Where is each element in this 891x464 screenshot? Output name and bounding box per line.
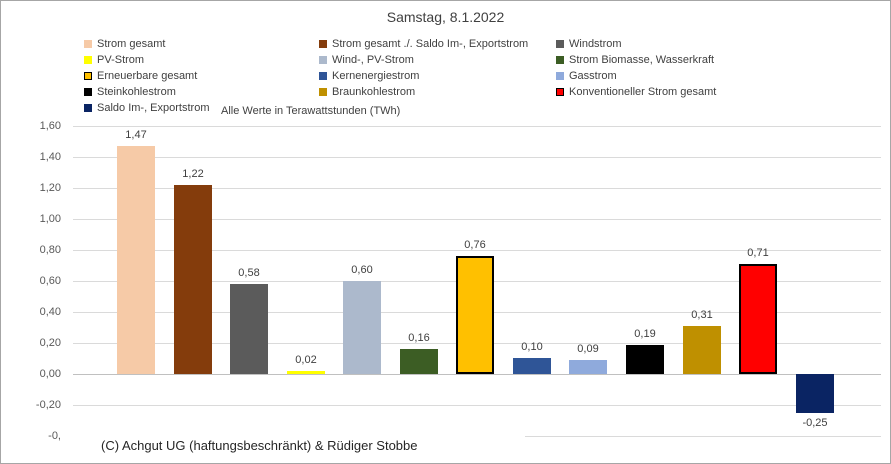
legend-item-konventioneller-strom-gesamt: Konventioneller Strom gesamt: [556, 84, 716, 100]
legend-swatch: [84, 104, 92, 112]
legend-item-label: Strom gesamt ./. Saldo Im-, Exportstrom: [332, 38, 529, 50]
bar-value-label: 1,22: [182, 168, 204, 180]
legend-swatch: [319, 40, 327, 48]
legend-item-label: Braunkohlestrom: [332, 86, 416, 98]
legend-item-label: Strom gesamt: [97, 38, 166, 50]
legend-item-steinkohlestrom: Steinkohlestrom: [84, 84, 209, 100]
bar-value-label: 0,31: [691, 309, 713, 321]
legend-swatch: [84, 40, 92, 48]
legend-item-label: Steinkohlestrom: [97, 86, 176, 98]
y-axis-tick-label: -0,: [48, 430, 61, 442]
bar-kernenergiestrom: [513, 358, 551, 374]
y-axis-tick-label: 0,40: [39, 306, 61, 318]
legend-column: Windstrom Strom Biomasse, Wasserkraft Gass…: [556, 36, 716, 100]
legend-item-label: Erneuerbare gesamt: [97, 70, 198, 82]
bar-value-label: 1,47: [125, 129, 147, 141]
gridline: [73, 157, 881, 158]
bar-value-label: 0,71: [747, 247, 769, 259]
y-axis-tick-label: 1,60: [39, 120, 61, 132]
units-note: Alle Werte in Terawattstunden (TWh): [221, 105, 401, 117]
legend-item-label: Strom Biomasse, Wasserkraft: [569, 54, 715, 66]
legend-swatch: [319, 88, 327, 96]
legend-item-strom-gesamt: Strom gesamt: [84, 36, 209, 52]
bar-konventioneller-strom-gesamt: [739, 264, 777, 374]
legend-swatch: [84, 56, 92, 64]
bar-value-label: 0,16: [408, 332, 430, 344]
legend-item-pv-strom: PV-Strom: [84, 52, 209, 68]
gridline: [73, 405, 881, 406]
legend-item-label: Windstrom: [569, 38, 622, 50]
bar-braunkohlestrom: [683, 326, 721, 374]
y-axis-tick-label: 1,20: [39, 182, 61, 194]
bar-value-label: 0,10: [521, 341, 543, 353]
bar-strom-gesamt: [117, 146, 155, 374]
y-axis-tick-label: 0,20: [39, 337, 61, 349]
legend-item-wind-pv-strom: Wind-, PV-Strom: [319, 52, 528, 68]
legend-column: Strom gesamt ./. Saldo Im-, Exportstrom W…: [319, 36, 528, 100]
legend-item-label: Konventioneller Strom gesamt: [569, 86, 717, 98]
legend-item-braunkohlestrom: Braunkohlestrom: [319, 84, 528, 100]
y-axis-tick-label: 1,40: [39, 151, 61, 163]
legend-swatch: [556, 56, 564, 64]
legend-item-erneuerbare-gesamt: Erneuerbare gesamt: [84, 68, 209, 84]
bar-pv-strom: [287, 371, 325, 374]
legend-swatch: [84, 88, 92, 96]
legend-swatch: [319, 72, 327, 80]
bar-value-label: 0,58: [238, 267, 260, 279]
legend-column: Strom gesamt PV-Strom Erneuerbare gesamt St…: [84, 36, 209, 116]
bar-windstrom: [230, 284, 268, 374]
bar-value-label: 0,09: [577, 343, 599, 355]
legend-item-saldo-im-exportstrom: Saldo Im-, Exportstrom: [84, 100, 209, 116]
y-axis-tick-label: 0,00: [39, 368, 61, 380]
y-axis-tick-label: -0,20: [35, 399, 61, 411]
legend-item-label: PV-Strom: [97, 54, 145, 66]
legend-item-gasstrom: Gasstrom: [556, 68, 716, 84]
gridline: [73, 126, 881, 127]
bar-value-label: 0,19: [634, 328, 656, 340]
legend-item-label: Kernenergiestrom: [332, 70, 420, 82]
legend-item-strom-biomasse-wasserkraft: Strom Biomasse, Wasserkraft: [556, 52, 716, 68]
legend-swatch: [319, 56, 327, 64]
legend-item-kernenergiestrom: Kernenergiestrom: [319, 68, 528, 84]
legend-item-strom-gesamt-saldo-im-exportstrom: Strom gesamt ./. Saldo Im-, Exportstrom: [319, 36, 528, 52]
legend-item-windstrom: Windstrom: [556, 36, 716, 52]
y-axis-tick-label: 1,00: [39, 213, 61, 225]
bar-value-label: 0,02: [295, 354, 317, 366]
legend-item-label: Wind-, PV-Strom: [332, 54, 414, 66]
bar-value-label: -0,25: [802, 417, 828, 429]
bar-value-label: 0,60: [351, 264, 373, 276]
bar-saldo-im-exportstrom: [796, 374, 834, 413]
legend-swatch: [556, 40, 564, 48]
gridline: [73, 250, 881, 251]
bar-value-label: 0,76: [464, 239, 486, 251]
bar-wind-pv-strom: [343, 281, 381, 374]
legend-item-label: Gasstrom: [569, 70, 617, 82]
bar-steinkohlestrom: [626, 345, 664, 374]
x-axis-line: [73, 374, 881, 375]
copyright-box: (C) Achgut UG (haftungsbeschränkt) & Rüd…: [73, 428, 525, 462]
gridline: [73, 219, 881, 220]
y-axis-tick-label: 0,60: [39, 275, 61, 287]
bar-strom-gesamt-saldo-im-exportstrom: [174, 185, 212, 374]
copyright-text: (C) Achgut UG (haftungsbeschränkt) & Rüd…: [101, 438, 418, 453]
bar-erneuerbare-gesamt: [456, 256, 494, 374]
bar-strom-biomasse-wasserkraft: [400, 349, 438, 374]
legend-swatch: [556, 72, 564, 80]
legend-swatch: [556, 88, 564, 96]
y-axis-tick-label: 0,80: [39, 244, 61, 256]
chart-title: Samstag, 8.1.2022: [386, 9, 505, 25]
legend-swatch: [84, 72, 92, 80]
bar-gasstrom: [569, 360, 607, 374]
legend-item-label: Saldo Im-, Exportstrom: [97, 102, 210, 114]
gridline: [73, 188, 881, 189]
